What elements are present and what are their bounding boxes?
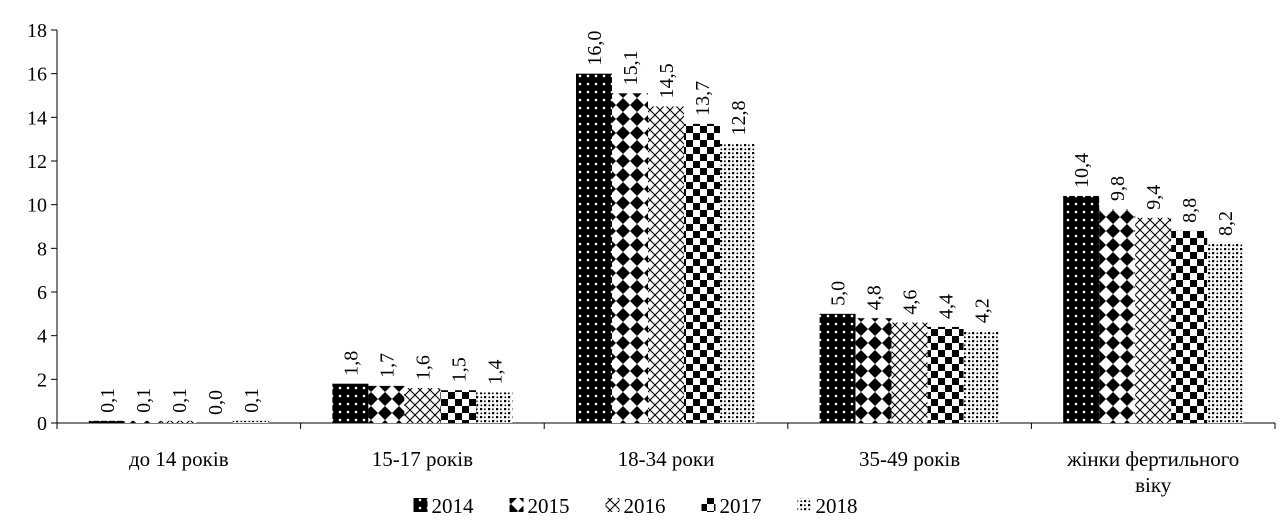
x-category-label: 35-49 років (859, 447, 960, 471)
data-label: 4,4 (936, 294, 958, 319)
bar-2016-3 (648, 106, 684, 424)
data-label: 15,1 (620, 50, 642, 85)
data-label: 0,1 (133, 388, 155, 413)
y-tick-label: 12 (27, 151, 47, 173)
legend-item-2017: 2017 (701, 494, 762, 518)
data-labels: 0,1 0,1 0,1 0,0 0,1 1,8 1,7 1,6 1,5 1,4 16,0 15,1 14… (97, 31, 1237, 415)
bar-2016-1 (160, 420, 197, 423)
x-axis: до 14 років 15-17 років 18-34 роки 35-49 ро… (56, 422, 1276, 497)
data-label: 12,8 (728, 101, 750, 136)
legend-label: 2015 (528, 494, 570, 518)
data-label: 4,2 (972, 298, 994, 323)
data-label: 4,8 (864, 285, 886, 310)
bar-2017-2 (440, 390, 477, 423)
y-tick-label: 4 (37, 326, 47, 348)
bar-2017-5 (1171, 230, 1208, 423)
data-label: 1,7 (376, 353, 398, 378)
bar-2015-1 (124, 420, 161, 423)
bar-2015-5 (1099, 209, 1136, 423)
data-label: 9,8 (1107, 176, 1129, 201)
bar-2018-1 (232, 420, 269, 423)
data-label: 0,1 (169, 388, 191, 413)
y-tick-label: 0 (37, 413, 47, 435)
y-axis: 0 2 4 6 8 10 12 14 16 18 (27, 20, 58, 435)
x-category-label: до 14 років (129, 447, 229, 471)
data-label: 0,0 (205, 390, 227, 415)
bar-2016-4 (891, 322, 928, 423)
data-label: 10,4 (1071, 153, 1093, 188)
legend-label: 2014 (432, 494, 475, 518)
data-label: 1,8 (340, 351, 362, 376)
bar-2014-5 (1063, 195, 1100, 423)
y-tick-label: 14 (27, 107, 47, 129)
data-label: 9,4 (1143, 185, 1165, 210)
data-label: 13,7 (692, 81, 714, 116)
data-label: 1,4 (484, 359, 506, 384)
data-label: 8,8 (1179, 198, 1201, 223)
y-tick-label: 10 (27, 195, 47, 217)
bar-2015-2 (368, 385, 405, 423)
bar-2016-2 (404, 388, 441, 423)
legend: 2014 2015 2016 2017 2018 (413, 494, 858, 518)
legend-item-2014: 2014 (413, 494, 475, 518)
bar-2018-5 (1207, 243, 1244, 423)
y-tick-label: 18 (27, 20, 47, 42)
bar-2015-4 (855, 318, 892, 423)
legend-label: 2018 (816, 494, 858, 518)
bar-2016-5 (1135, 217, 1172, 423)
legend-item-2016: 2016 (605, 494, 666, 518)
bar-2018-3 (720, 143, 756, 424)
bar-2014-3 (576, 73, 612, 424)
bar-2018-2 (476, 392, 513, 423)
data-label: 0,1 (97, 388, 119, 413)
data-label: 1,6 (412, 355, 434, 380)
bar-2014-4 (819, 313, 856, 423)
legend-swatch (413, 498, 428, 512)
data-label: 16,0 (584, 31, 606, 66)
bar-2018-4 (963, 331, 1000, 423)
legend-swatch (605, 498, 620, 512)
data-label: 1,5 (448, 357, 470, 382)
data-label: 8,2 (1215, 211, 1237, 236)
x-category-label: віку (1135, 473, 1172, 497)
data-label: 5,0 (828, 281, 850, 306)
data-label: 0,1 (241, 388, 263, 413)
legend-swatch (701, 498, 716, 512)
y-tick-label: 16 (27, 64, 47, 86)
legend-label: 2016 (624, 494, 666, 518)
bar-2017-3 (684, 123, 720, 423)
bar-2014-2 (332, 383, 369, 423)
x-category-label: 15-17 років (372, 447, 473, 471)
legend-swatch (797, 498, 812, 512)
x-category-label: жінки фертильного (1066, 447, 1239, 471)
legend-swatch (509, 498, 524, 512)
y-tick-label: 6 (37, 282, 47, 304)
bars (88, 73, 1244, 424)
y-tick-label: 8 (37, 238, 47, 260)
y-tick-label: 2 (37, 369, 47, 391)
legend-item-2015: 2015 (509, 494, 570, 518)
x-category-label: 18-34 роки (618, 447, 715, 471)
legend-label: 2017 (720, 494, 762, 518)
data-label: 14,5 (656, 63, 678, 98)
legend-item-2018: 2018 (797, 494, 858, 518)
bar-2017-4 (927, 326, 964, 423)
bar-2015-3 (612, 93, 648, 424)
bar-2014-1 (88, 420, 125, 423)
data-label: 4,6 (900, 290, 922, 315)
